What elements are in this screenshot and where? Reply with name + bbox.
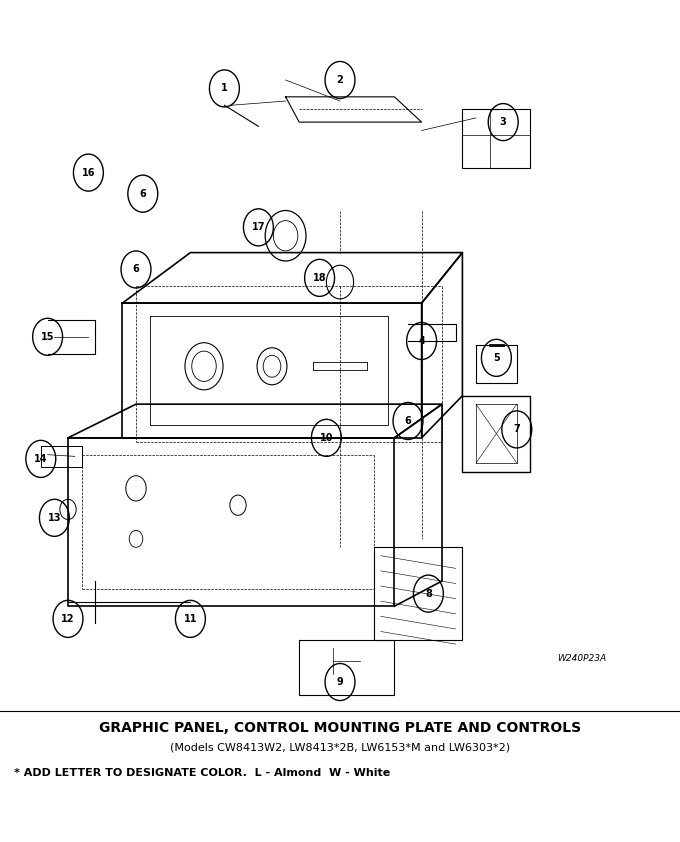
Text: 16: 16 [82,168,95,178]
Text: 5: 5 [493,353,500,363]
Text: 8: 8 [425,589,432,599]
Text: 4: 4 [418,336,425,346]
Text: 14: 14 [34,454,48,464]
Text: 7: 7 [513,424,520,434]
Text: 11: 11 [184,614,197,624]
Text: 3: 3 [500,117,507,127]
Text: * ADD LETTER TO DESIGNATE COLOR.  L - Almond  W - White: * ADD LETTER TO DESIGNATE COLOR. L - Alm… [14,768,390,778]
Text: 1: 1 [221,83,228,93]
Text: (Models CW8413W2, LW8413*2B, LW6153*M and LW6303*2): (Models CW8413W2, LW8413*2B, LW6153*M an… [170,743,510,753]
Text: 15: 15 [41,332,54,342]
Text: 6: 6 [405,416,411,426]
Text: GRAPHIC PANEL, CONTROL MOUNTING PLATE AND CONTROLS: GRAPHIC PANEL, CONTROL MOUNTING PLATE AN… [99,722,581,735]
Text: 18: 18 [313,273,326,283]
Text: 2: 2 [337,75,343,85]
Text: 10: 10 [320,433,333,443]
Text: 13: 13 [48,513,61,523]
Text: W240P23A: W240P23A [558,654,607,663]
Text: 17: 17 [252,222,265,232]
Text: 9: 9 [337,677,343,687]
Text: 12: 12 [61,614,75,624]
Text: 6: 6 [133,264,139,274]
Text: 6: 6 [139,189,146,199]
